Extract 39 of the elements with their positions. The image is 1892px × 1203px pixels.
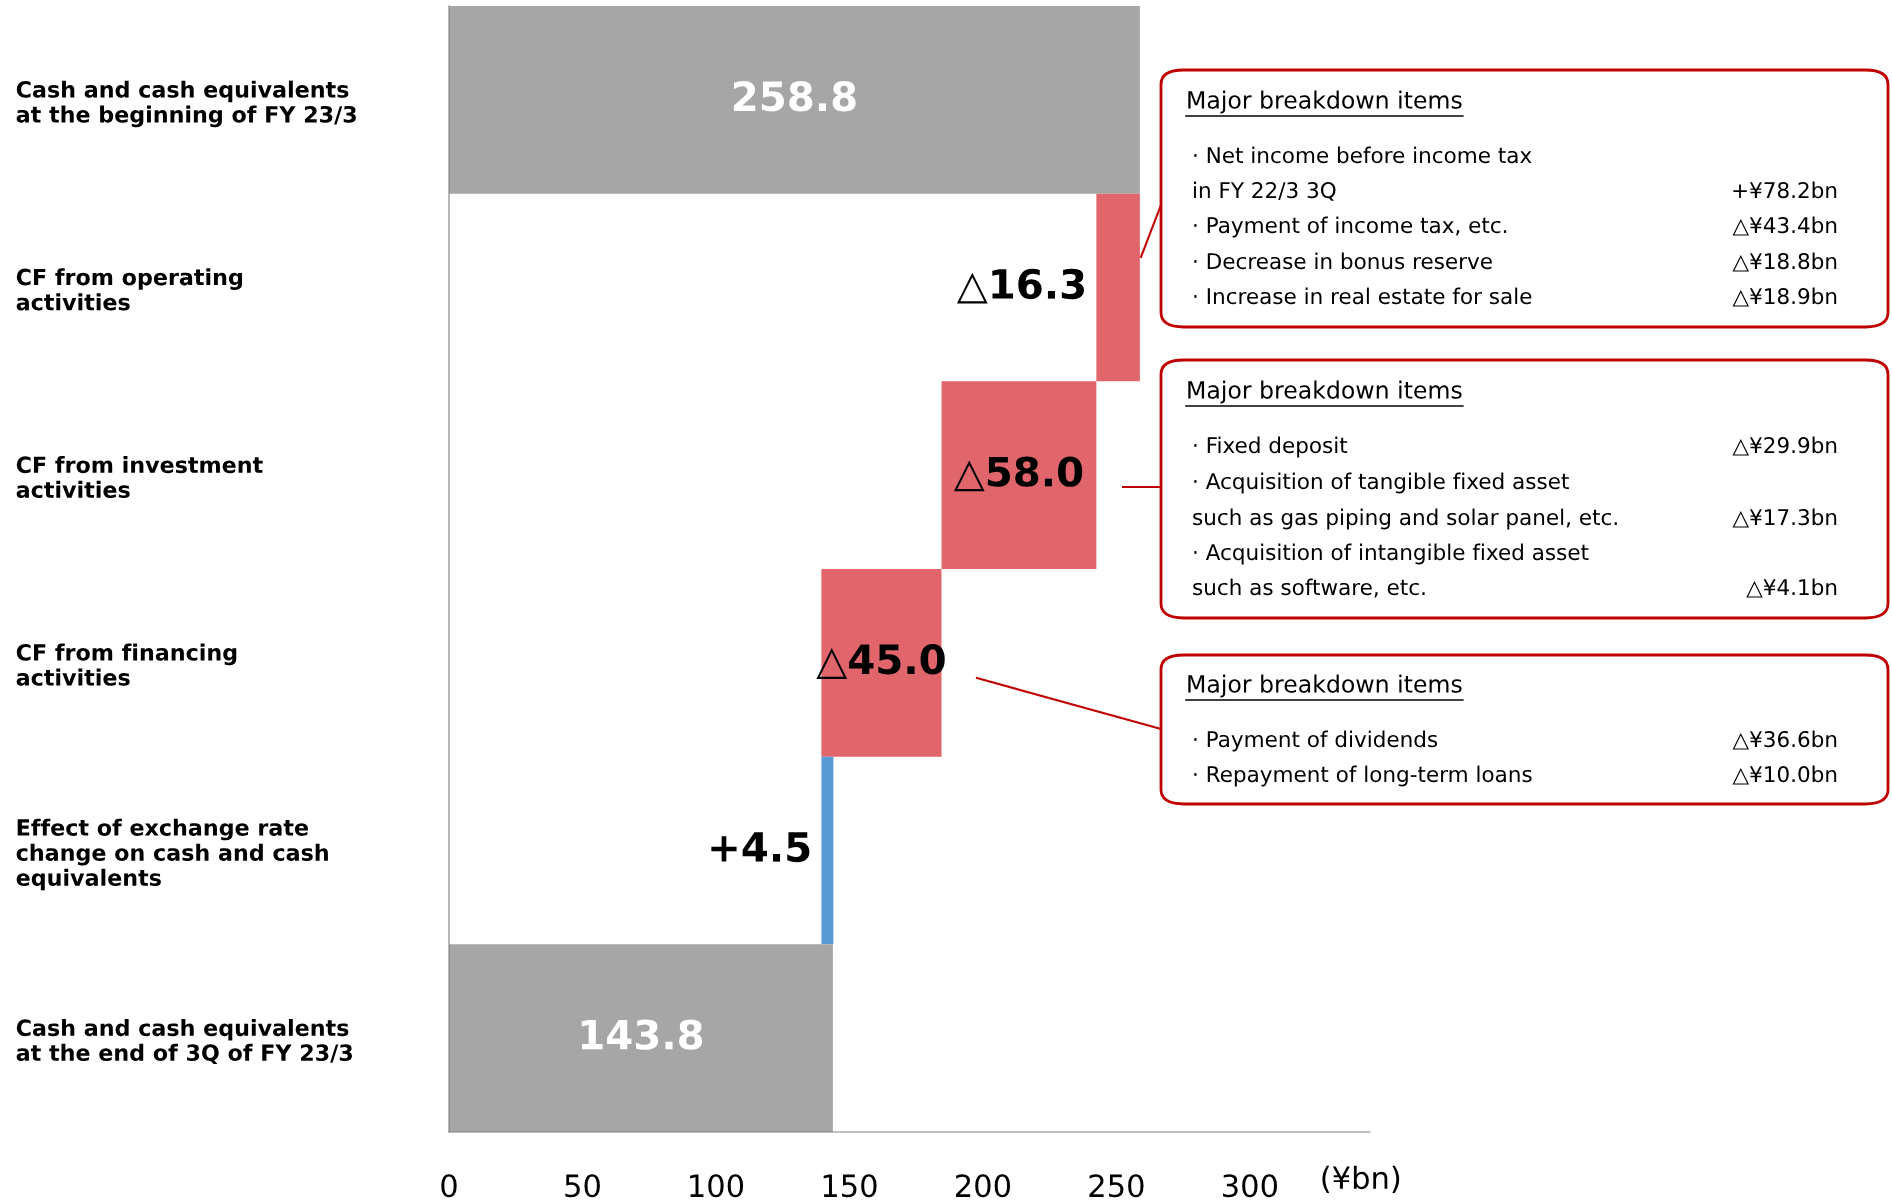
bar	[449, 6, 1140, 194]
x-tick-label: 0	[441, 1174, 457, 1198]
bar	[821, 756, 834, 945]
text: such as gas piping and solar panel, etc. △¥17.3bn	[1193, 508, 1837, 530]
x-tick-label: 300	[1223, 1174, 1277, 1198]
data-label: △16.3	[956, 268, 1084, 304]
text: in FY 22/3 3Q +¥78.2bn	[1194, 181, 1837, 201]
bar	[449, 944, 833, 1132]
bar	[1096, 193, 1140, 382]
x-tick-label: 250	[1089, 1174, 1144, 1198]
text: · Decrease in bonus reserve △¥18.8bn	[1194, 252, 1837, 272]
y-tick-label: CF from investment activities	[16, 455, 263, 499]
text: · Increase in real estate for sale △¥18.9bn	[1194, 287, 1837, 307]
annotation: Major breakdown items	[1188, 380, 1462, 404]
bar	[941, 381, 1097, 569]
text: · Payment of dividends △¥36.6bn	[1194, 730, 1837, 752]
data-label: 258.8	[733, 81, 856, 112]
x-tick-label: 150	[823, 1174, 877, 1198]
text: such as software, etc. △¥4.1bn	[1193, 578, 1837, 598]
text: · Payment of income tax, etc. △¥43.4bn	[1194, 216, 1837, 238]
y-tick-label: Cash and cash equivalents at the beginning of FY 23/3	[16, 80, 356, 128]
y-tick-label: CF from financing activities	[16, 643, 237, 686]
x-tick-label: 200	[955, 1174, 1011, 1198]
x-axis-title: (¥bn)	[1322, 1165, 1400, 1193]
y-tick-label: Cash and cash equivalents at the end of 3Q of FY 23/3	[16, 1018, 352, 1064]
text: · Repayment of long-term loans △¥10.0bn	[1194, 765, 1837, 787]
text: · Fixed deposit △¥29.9bn	[1194, 436, 1837, 458]
annotation: Major breakdown items	[1188, 90, 1462, 114]
x-tick-label: 100	[690, 1174, 744, 1198]
data-label: +4.5	[711, 832, 810, 863]
annotation: · Net income before income tax	[1194, 146, 1532, 164]
y-tick-label: CF from operating activities	[16, 268, 242, 311]
y-tick-label: Effect of exchange rate change on cash and cash equivalents	[16, 818, 328, 891]
data-label: △58.0	[953, 456, 1083, 492]
annotation: · Acquisition of intangible fixed asset	[1194, 543, 1589, 565]
data-label: 143.8	[581, 1019, 703, 1050]
annotation: · Acquisition of tangible fixed asset	[1194, 472, 1569, 494]
x-tick-label: 50	[565, 1174, 600, 1198]
annotation: Major breakdown items	[1188, 674, 1462, 698]
